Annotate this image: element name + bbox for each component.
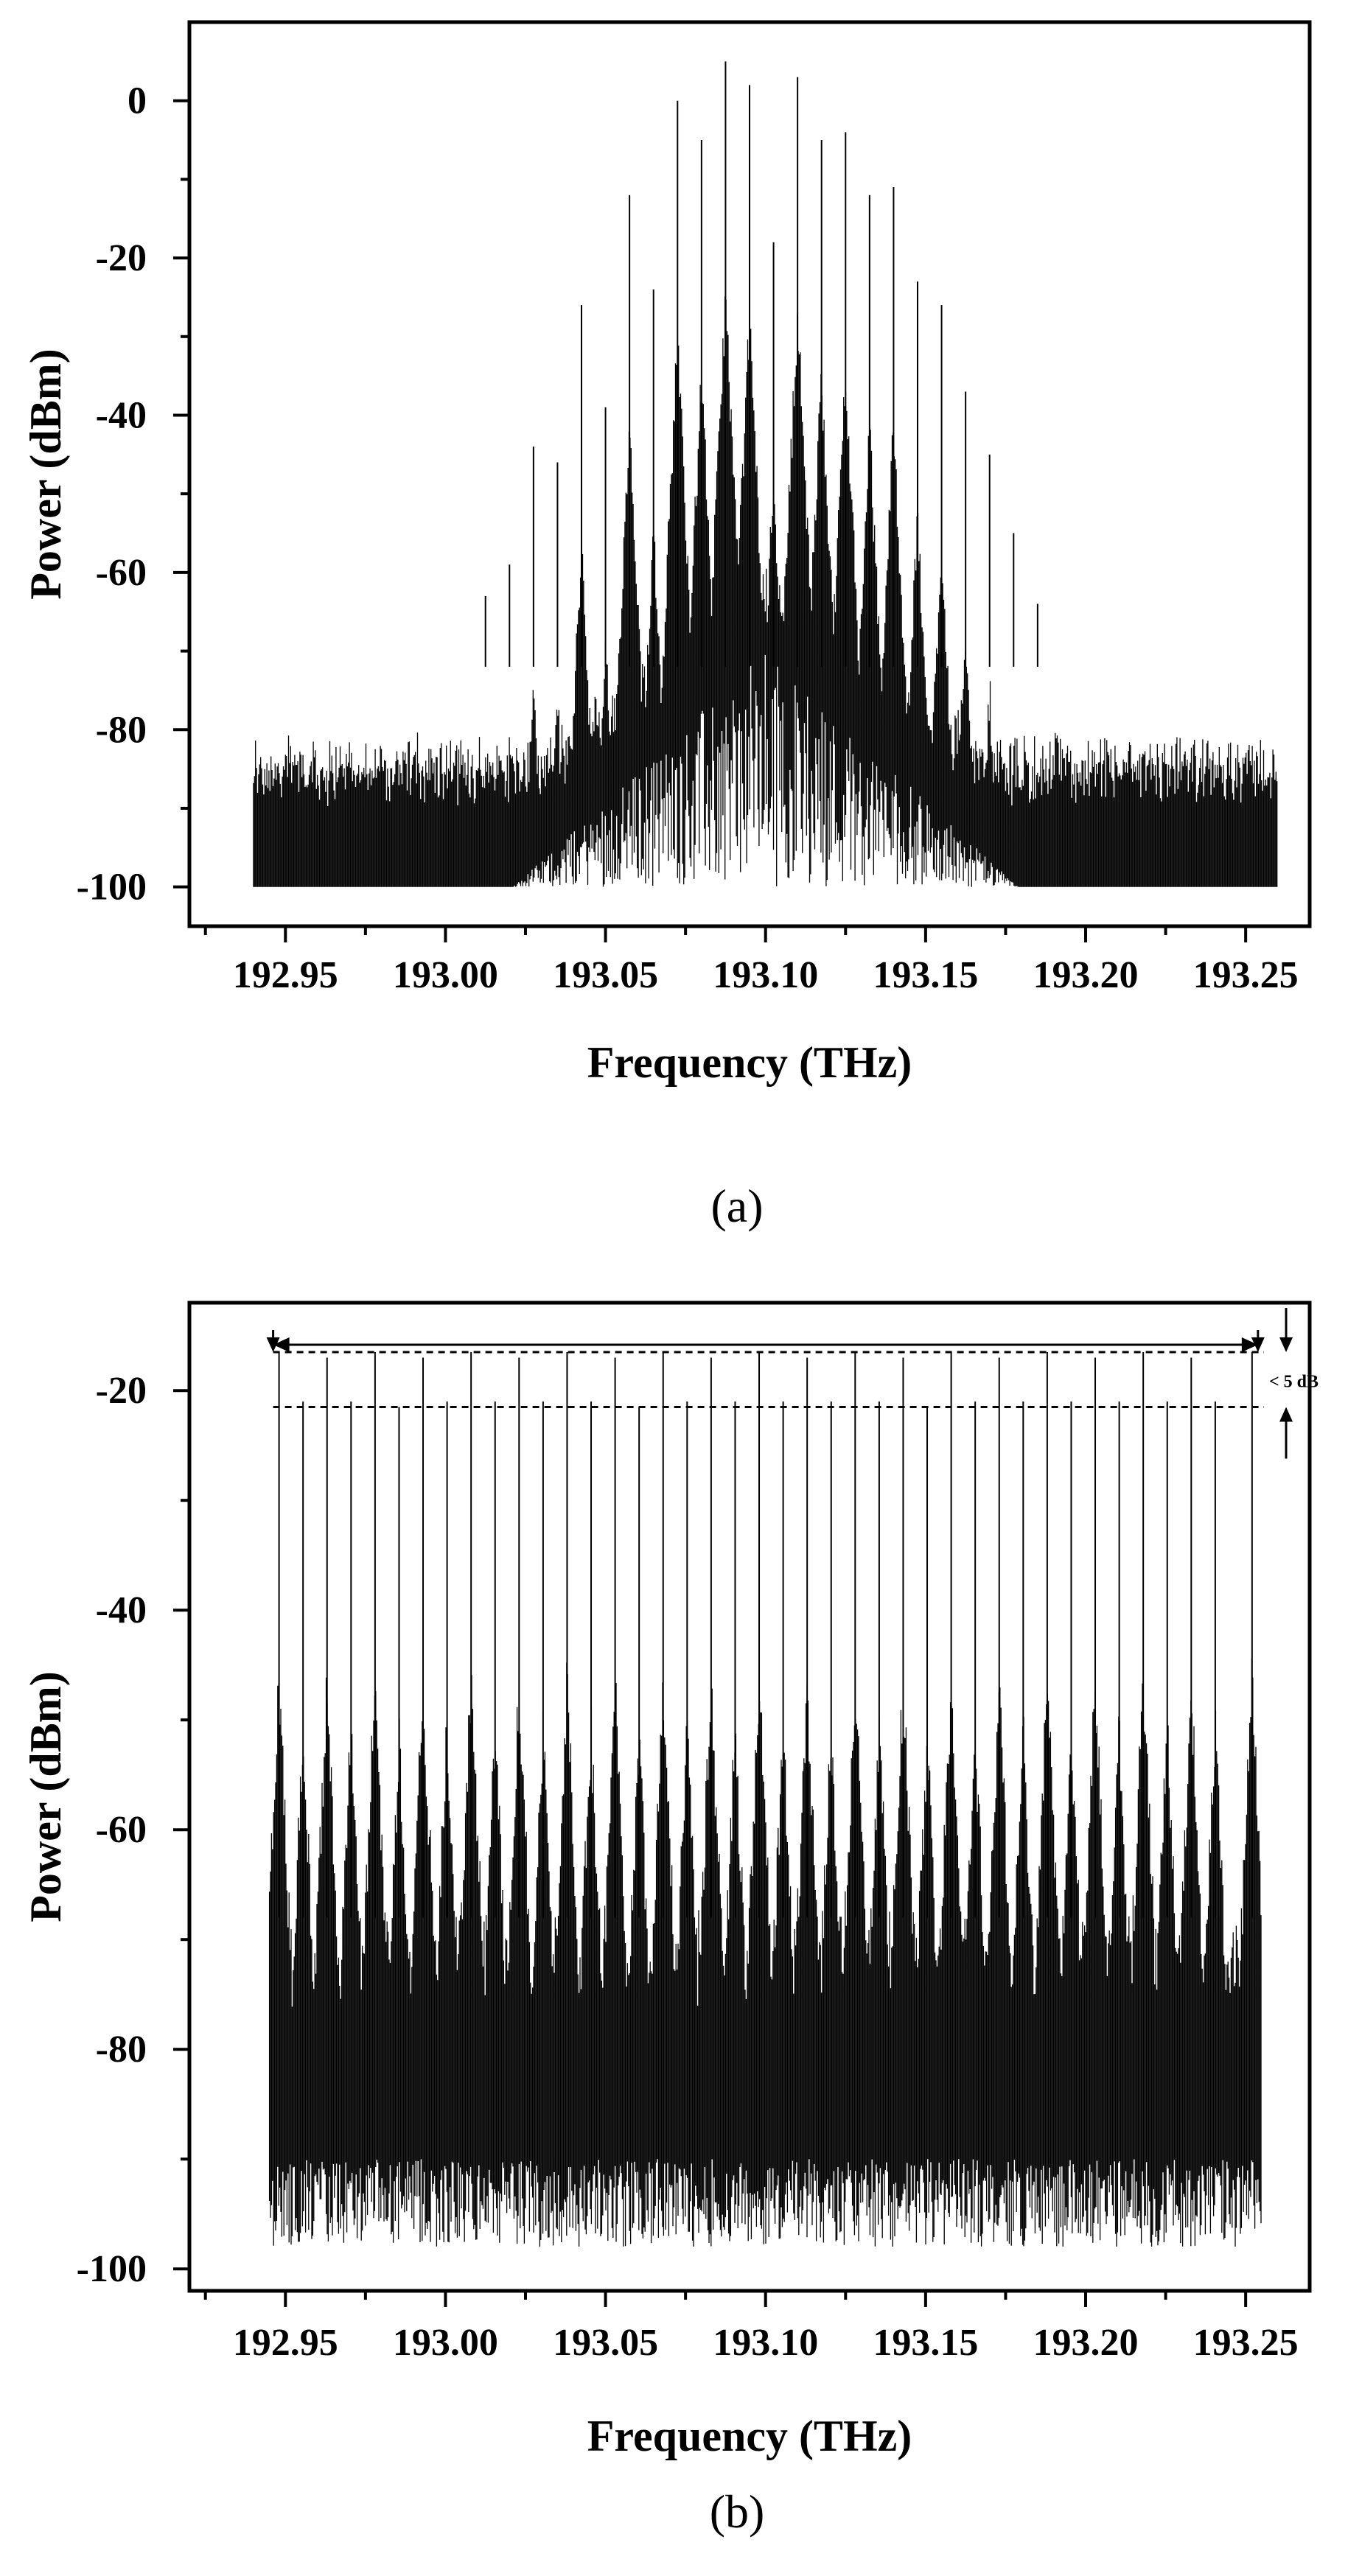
span-end-arrowhead (266, 1337, 280, 1353)
flatness-top-arrowhead (1279, 1337, 1293, 1353)
x-tick-label: 193.20 (1033, 2322, 1139, 2364)
x-tick-label: 193.15 (873, 2322, 978, 2364)
x-tick-label: 193.05 (553, 954, 658, 996)
y-tick-label: -60 (96, 552, 147, 594)
y-tick-label: -60 (96, 1809, 147, 1851)
x-tick-label: 193.00 (393, 954, 498, 996)
y-axis-title: Power (dBm) (21, 349, 70, 600)
y-tick-label: 0 (128, 80, 147, 122)
noise-floor-trace (268, 1656, 1262, 2247)
x-tick-label: 193.05 (553, 2322, 658, 2364)
chart-panel-a: 192.95 193.00 193.05 193.10 193.15 193.20 193.… (0, 0, 1348, 1267)
x-tick-label: 193.00 (393, 2322, 498, 2364)
y-tick-label: -40 (96, 394, 147, 436)
x-axis-title: Frequency (THz) (587, 1038, 912, 1087)
y-tick-label: -80 (96, 709, 147, 751)
x-tick-label: 193.25 (1193, 2322, 1299, 2364)
noise-floor-trace (253, 296, 1278, 887)
y-tick-label: -80 (96, 2029, 147, 2071)
y-tick-label: -100 (77, 867, 147, 909)
x-axis-title: Frequency (THz) (587, 2412, 912, 2460)
x-tick-label: 193.25 (1193, 954, 1299, 996)
x-tick-label: 193.10 (713, 954, 818, 996)
panel-caption: (b) (710, 2485, 765, 2538)
y-tick-label: -20 (96, 1370, 147, 1412)
span-arrowhead-right (1241, 1337, 1258, 1352)
y-axis-title: Power (dBm) (21, 1671, 70, 1922)
x-tick-label: 193.15 (873, 954, 978, 996)
spectrum-chart-a: 192.95 193.00 193.05 193.10 193.15 193.20 193.… (21, 20, 1312, 1232)
x-tick-label: 192.95 (233, 954, 338, 996)
x-tick-label: 193.20 (1033, 954, 1139, 996)
x-tick-label: 193.10 (713, 2322, 818, 2364)
spectrum-chart-b: 192.95 193.00 193.05 193.10 193.15 193.20 193.… (21, 1301, 1319, 2538)
plot-frame (187, 20, 1312, 928)
plot-frame (187, 1301, 1312, 2293)
y-tick-label: -20 (96, 237, 147, 279)
flatness-bottom-arrowhead (1279, 1407, 1293, 1422)
y-tick-label: -100 (77, 2248, 147, 2290)
y-tick-label: -40 (96, 1589, 147, 1631)
flatness-label: < 5 dB (1269, 1372, 1319, 1391)
span-arrowhead-left (273, 1337, 290, 1352)
panel-caption: (a) (710, 1180, 763, 1232)
x-tick-label: 192.95 (233, 2322, 338, 2364)
span-end-arrowhead (1251, 1337, 1265, 1353)
chart-panel-b: 192.95 193.00 193.05 193.10 193.15 193.20 193.… (0, 1267, 1348, 2576)
